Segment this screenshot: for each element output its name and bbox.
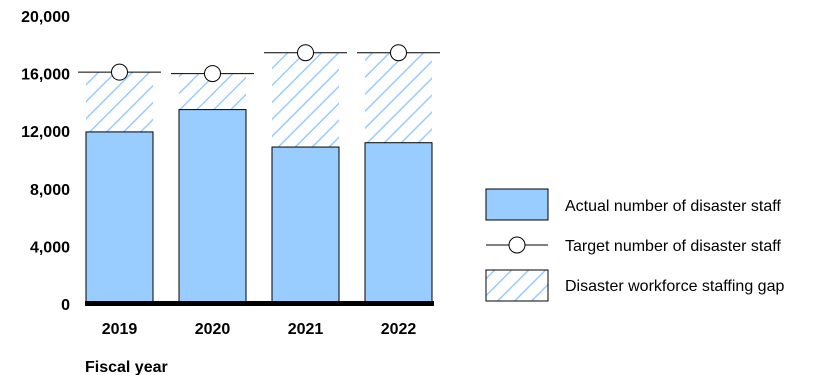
x-tick-label-2020: 2020 — [195, 321, 231, 338]
y-tick-label: 0 — [61, 297, 70, 314]
legend-swatch-actual — [485, 188, 549, 221]
target-marker-2022 — [390, 44, 407, 62]
gap-bar-2021 — [272, 52, 339, 148]
gap-bar-2019 — [86, 72, 153, 132]
y-tick-label: 8,000 — [30, 182, 70, 199]
legend-swatch-target-marker — [508, 236, 526, 254]
actual-bar-2020 — [178, 109, 247, 305]
legend-label-target: Target number of disaster staff — [565, 238, 781, 255]
legend-label-actual: Actual number of disaster staff — [565, 198, 781, 215]
target-marker-2021 — [297, 44, 314, 62]
y-tick-label: 12,000 — [21, 124, 70, 141]
y-tick-label: 20,000 — [21, 9, 70, 26]
x-axis-baseline — [85, 301, 434, 306]
target-marker-2019 — [111, 63, 128, 81]
target-markers — [78, 44, 440, 83]
x-tick-label-2022: 2022 — [381, 321, 417, 338]
x-tick-label-2019: 2019 — [102, 321, 138, 338]
legend-swatch-gap — [485, 269, 549, 302]
y-tick-label: 4,000 — [30, 239, 70, 256]
legend: Actual number of disaster staff Target n… — [485, 188, 784, 302]
staffing-gap-bars — [86, 52, 432, 148]
actual-bar-2021 — [271, 146, 340, 305]
x-axis-tick-labels: 2019 2020 2021 2022 — [102, 321, 417, 338]
x-tick-label-2021: 2021 — [288, 321, 324, 338]
legend-label-gap: Disaster workforce staffing gap — [565, 278, 784, 295]
gap-bar-2022 — [365, 52, 432, 143]
x-axis-label: Fiscal year — [85, 359, 168, 375]
actual-staff-bars — [85, 109, 433, 305]
y-axis-tick-labels: 0 4,000 8,000 12,000 16,000 20,000 — [21, 9, 70, 314]
y-tick-label: 16,000 — [21, 67, 70, 84]
actual-bar-2019 — [85, 131, 154, 305]
actual-bar-2022 — [364, 142, 433, 305]
target-marker-2020 — [204, 65, 221, 83]
